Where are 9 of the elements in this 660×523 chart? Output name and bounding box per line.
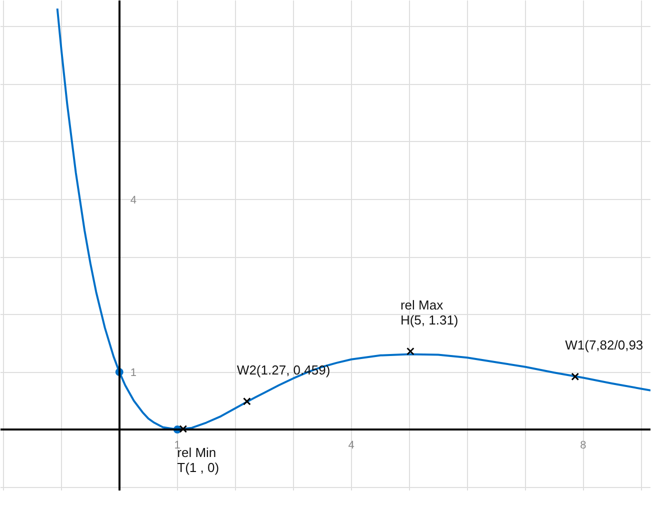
x-tick-label: 8 — [580, 440, 586, 452]
point — [243, 397, 251, 406]
annotation: rel Max H(5, 1.31) — [400, 297, 458, 328]
point — [406, 347, 414, 356]
annotation: W1(7,82/0,93 — [565, 338, 644, 353]
point — [179, 425, 188, 433]
x-tick-label: 4 — [348, 440, 354, 452]
annotation: rel Min T(1 , 0) — [177, 444, 220, 475]
point — [571, 372, 580, 381]
